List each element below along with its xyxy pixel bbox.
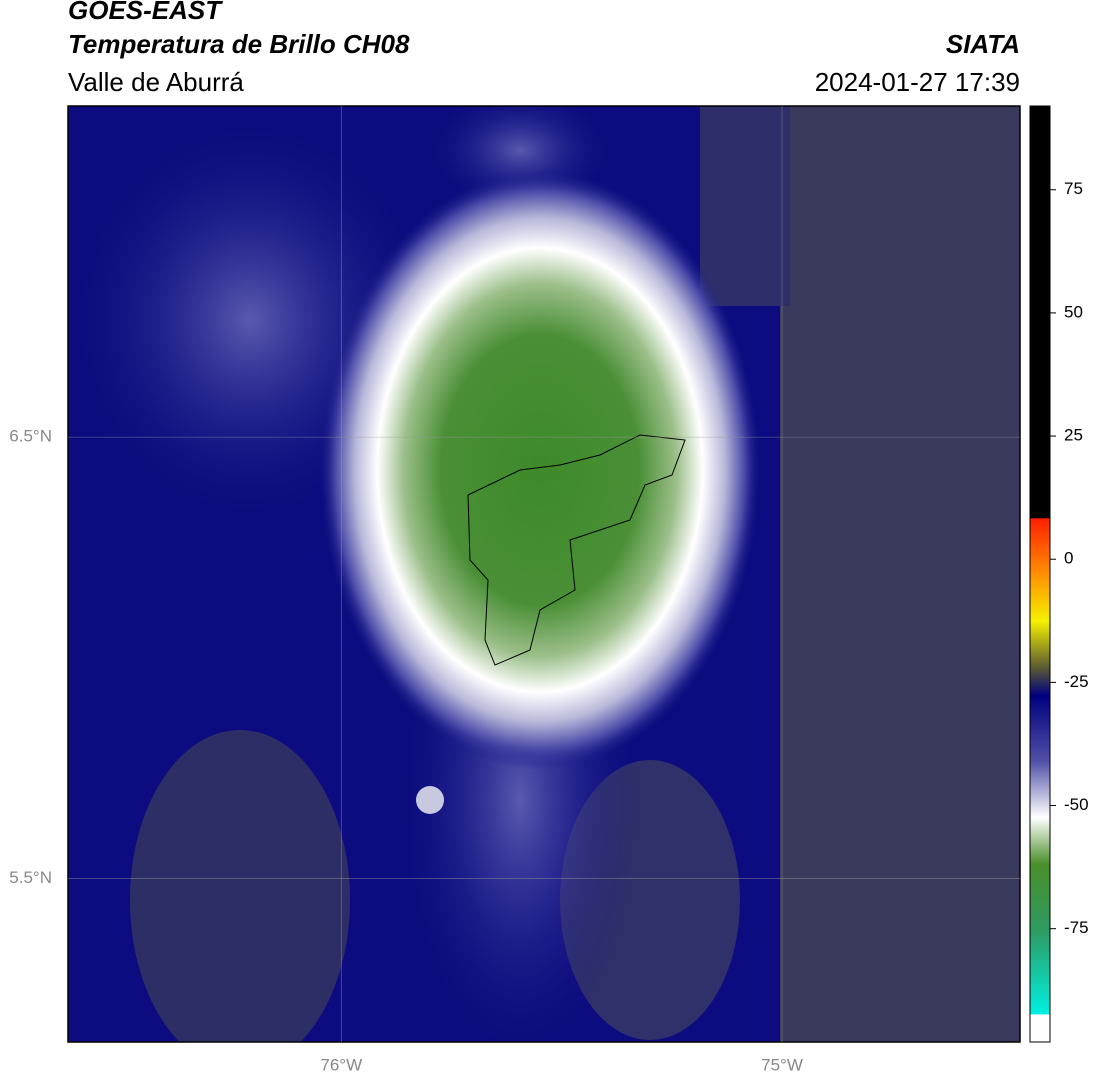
colorbar-label: 50 <box>1064 302 1083 321</box>
datetime: 2024-01-27 17:39 <box>815 67 1020 97</box>
satellite-image <box>68 106 1020 1042</box>
colorbar <box>1029 105 1051 1043</box>
x-tick-label: 76°W <box>320 1055 362 1074</box>
colorbar-label: -75 <box>1064 918 1089 937</box>
y-tick-label: 6.5°N <box>9 427 52 446</box>
municipal-boundaries <box>467 434 686 666</box>
x-tick-label: 75°W <box>761 1055 803 1074</box>
map-frame <box>67 105 1021 1043</box>
region: Valle de Aburrá <box>68 67 244 97</box>
colorbar-label: 75 <box>1064 179 1083 198</box>
title: GOES-EAST <box>68 0 223 25</box>
source: SIATA <box>946 29 1020 59</box>
y-tick-label: 5.5°N <box>9 868 52 887</box>
colorbar-label: -25 <box>1064 672 1089 691</box>
colorbar-label: 25 <box>1064 426 1083 445</box>
colorbar-label: 0 <box>1064 549 1073 568</box>
colorbar-label: -50 <box>1064 795 1089 814</box>
subtitle: Temperatura de Brillo CH08 <box>68 29 410 59</box>
